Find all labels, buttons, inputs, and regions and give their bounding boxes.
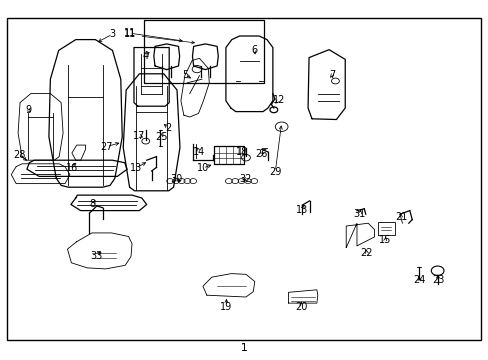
Text: 21: 21 xyxy=(394,212,407,222)
Text: 33: 33 xyxy=(90,251,103,261)
Text: 13: 13 xyxy=(295,204,308,215)
Text: 13: 13 xyxy=(129,163,142,173)
Text: 19: 19 xyxy=(220,302,232,312)
Text: 14: 14 xyxy=(193,147,205,157)
Text: 4: 4 xyxy=(142,51,148,61)
Text: 10: 10 xyxy=(196,163,209,173)
Text: 30: 30 xyxy=(169,174,182,184)
Text: 11: 11 xyxy=(123,28,136,38)
Text: 5: 5 xyxy=(182,69,187,80)
Text: 31: 31 xyxy=(353,209,366,219)
Text: 17: 17 xyxy=(133,131,145,141)
Text: 32: 32 xyxy=(239,174,252,184)
Text: 22: 22 xyxy=(360,248,372,258)
Text: 1: 1 xyxy=(240,343,247,353)
Text: 28: 28 xyxy=(13,150,26,160)
Text: 7: 7 xyxy=(329,69,335,80)
Text: 26: 26 xyxy=(255,149,267,159)
Text: 25: 25 xyxy=(155,132,167,142)
Text: 18: 18 xyxy=(235,147,248,157)
Text: 20: 20 xyxy=(294,302,307,312)
Text: 8: 8 xyxy=(90,199,96,210)
Text: 15: 15 xyxy=(378,235,391,245)
Text: 23: 23 xyxy=(431,275,444,285)
Text: 24: 24 xyxy=(412,275,425,285)
Text: 27: 27 xyxy=(100,141,113,152)
Text: 6: 6 xyxy=(251,45,257,55)
Text: 1: 1 xyxy=(240,343,247,353)
Text: 2: 2 xyxy=(165,123,171,133)
Text: 11: 11 xyxy=(123,29,136,39)
Text: 9: 9 xyxy=(25,105,31,115)
Text: 3: 3 xyxy=(109,29,115,39)
FancyBboxPatch shape xyxy=(144,20,264,83)
FancyBboxPatch shape xyxy=(7,18,480,340)
Text: 12: 12 xyxy=(272,95,285,105)
Text: 16: 16 xyxy=(66,163,79,173)
Text: 29: 29 xyxy=(268,167,281,177)
